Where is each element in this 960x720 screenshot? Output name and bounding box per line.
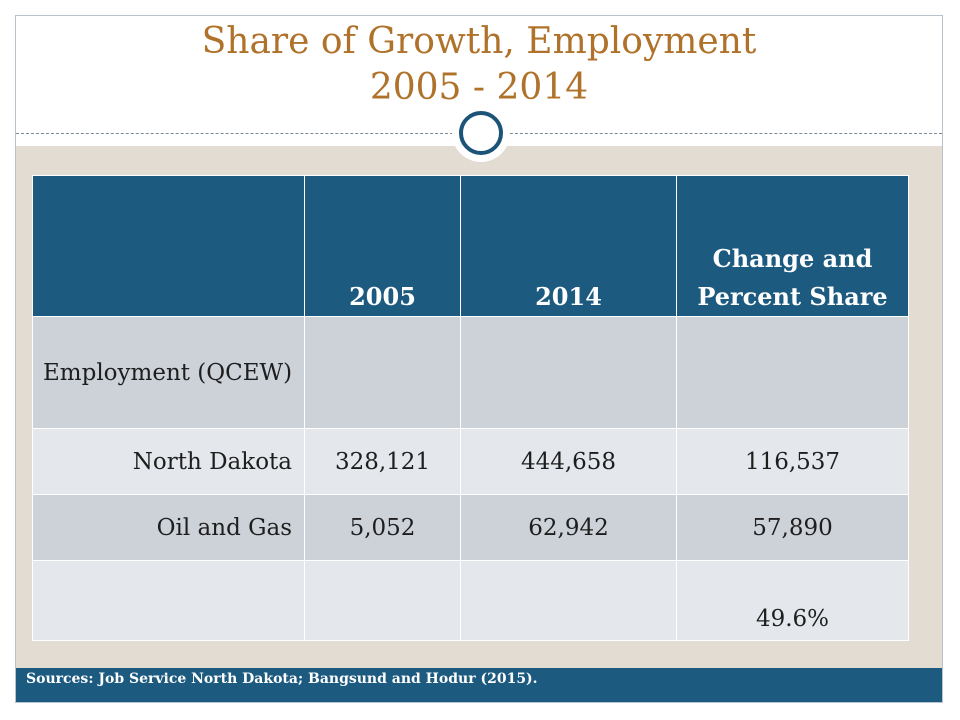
table-row: North Dakota 328,121 444,658 116,537 (32, 428, 909, 495)
table-cell: 328,121 (304, 428, 461, 495)
table-cell (32, 560, 305, 641)
table-cell (460, 560, 677, 641)
header-2005: 2005 (304, 175, 461, 317)
table-cell (304, 560, 461, 641)
table-header-row: 2005 2014 Change and Percent Share (32, 175, 909, 317)
table-cell (676, 316, 909, 429)
table-row: 49.6% (32, 560, 909, 641)
table-row: Oil and Gas 5,052 62,942 57,890 (32, 494, 909, 561)
footer-bar: Sources: Job Service North Dakota; Bangs… (16, 668, 942, 702)
percent-share-cell: 49.6% (676, 560, 909, 641)
table-cell (304, 316, 461, 429)
table-cell: 5,052 (304, 494, 461, 561)
row-label-north-dakota: North Dakota (32, 428, 305, 495)
header-change: Change and Percent Share (676, 175, 909, 317)
table-cell: 57,890 (676, 494, 909, 561)
table-cell: 116,537 (676, 428, 909, 495)
table-row: Employment (QCEW) (32, 316, 909, 429)
title-line-1: Share of Growth, Employment (201, 21, 757, 62)
header-blank (32, 175, 305, 317)
row-label-employment: Employment (QCEW) (32, 316, 305, 429)
title-line-2: 2005 - 2014 (369, 67, 589, 108)
title-area: Share of Growth, Employment 2005 - 2014 (15, 15, 943, 133)
circle-ring (459, 111, 503, 155)
table-cell (460, 316, 677, 429)
source-note: Sources: Job Service North Dakota; Bangs… (26, 671, 538, 687)
slide-title: Share of Growth, Employment 2005 - 2014 (15, 19, 943, 111)
employment-table: 2005 2014 Change and Percent Share Emplo… (32, 175, 909, 641)
circle-ornament-icon (452, 104, 510, 162)
table-cell: 444,658 (460, 428, 677, 495)
table-cell: 62,942 (460, 494, 677, 561)
header-2014: 2014 (460, 175, 677, 317)
row-label-oil-and-gas: Oil and Gas (32, 494, 305, 561)
